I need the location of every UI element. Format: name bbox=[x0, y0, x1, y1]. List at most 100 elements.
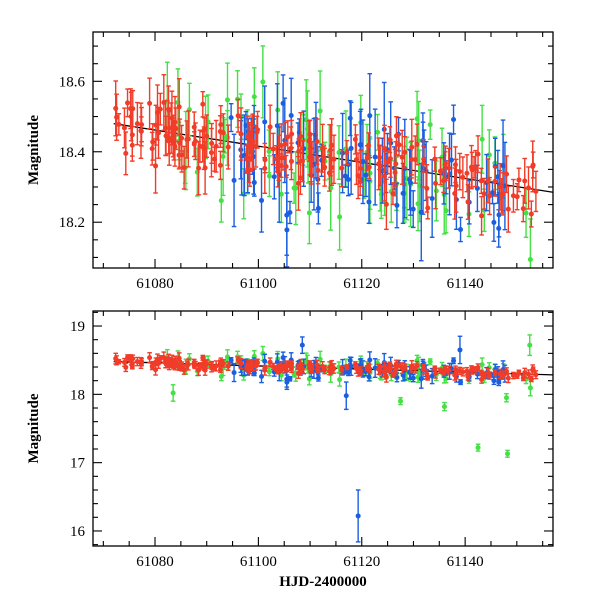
marker bbox=[266, 173, 272, 179]
marker bbox=[209, 362, 215, 368]
marker bbox=[433, 188, 439, 194]
y-tick-label: 17 bbox=[70, 456, 86, 472]
marker bbox=[196, 165, 202, 171]
marker bbox=[377, 163, 383, 169]
red-data-point bbox=[530, 140, 536, 193]
red-data-point bbox=[125, 88, 131, 118]
red-data-point bbox=[246, 367, 252, 374]
marker bbox=[366, 363, 372, 369]
marker bbox=[496, 225, 502, 231]
blue-data-point bbox=[447, 132, 453, 216]
marker bbox=[375, 129, 381, 135]
marker bbox=[339, 165, 345, 171]
marker bbox=[176, 152, 182, 158]
marker bbox=[458, 226, 464, 232]
marker bbox=[298, 361, 304, 367]
marker bbox=[478, 178, 484, 184]
marker bbox=[253, 144, 259, 150]
marker bbox=[499, 193, 505, 199]
green-data-point bbox=[427, 358, 433, 366]
red-data-point bbox=[492, 369, 498, 377]
marker bbox=[372, 154, 378, 160]
marker bbox=[181, 165, 187, 171]
blue-data-point bbox=[228, 102, 234, 133]
marker bbox=[113, 105, 119, 111]
marker bbox=[288, 158, 294, 164]
red-data-point bbox=[280, 365, 286, 372]
red-data-point bbox=[331, 134, 337, 185]
green-data-point bbox=[479, 357, 485, 372]
green-data-point bbox=[427, 109, 433, 141]
y-tick-label: 16 bbox=[70, 524, 86, 540]
marker bbox=[284, 376, 290, 382]
red-data-point bbox=[353, 134, 359, 186]
marker bbox=[288, 112, 294, 118]
x-axis-label: HJD-2400000 bbox=[279, 574, 367, 590]
marker bbox=[295, 180, 301, 186]
plot-frame bbox=[92, 310, 554, 547]
marker bbox=[238, 361, 244, 367]
marker bbox=[123, 150, 129, 156]
red-data-point bbox=[235, 356, 241, 364]
blue-data-point bbox=[284, 174, 290, 256]
red-data-point bbox=[138, 356, 144, 369]
red-data-point bbox=[156, 357, 162, 369]
marker bbox=[224, 97, 230, 103]
marker bbox=[499, 373, 505, 379]
marker bbox=[280, 155, 286, 161]
blue-outlier-data-point bbox=[299, 336, 305, 355]
marker bbox=[342, 173, 348, 179]
red-data-point bbox=[248, 124, 254, 155]
red-data-point bbox=[200, 90, 206, 118]
marker bbox=[347, 358, 353, 364]
x-tick-label: 61140 bbox=[447, 276, 484, 292]
blue-data-point bbox=[451, 357, 457, 365]
marker bbox=[530, 163, 536, 169]
red-data-point bbox=[437, 157, 443, 186]
red-data-point bbox=[245, 115, 251, 158]
marker bbox=[433, 180, 439, 186]
blue-data-point bbox=[348, 101, 354, 195]
marker bbox=[353, 157, 359, 163]
marker bbox=[125, 100, 131, 106]
marker bbox=[425, 375, 431, 381]
marker bbox=[427, 122, 433, 128]
green-data-point bbox=[375, 113, 381, 151]
green-outlier-data-point bbox=[503, 392, 509, 403]
marker bbox=[246, 367, 252, 373]
marker bbox=[224, 135, 230, 141]
blue-data-point bbox=[451, 104, 457, 135]
marker bbox=[138, 128, 144, 134]
red-data-point bbox=[276, 134, 282, 182]
marker bbox=[479, 362, 485, 368]
marker bbox=[357, 179, 363, 185]
red-data-point bbox=[526, 166, 532, 210]
red-data-point bbox=[326, 154, 332, 192]
marker bbox=[129, 132, 135, 138]
marker bbox=[381, 173, 387, 179]
marker bbox=[377, 367, 383, 373]
marker bbox=[209, 140, 215, 146]
marker bbox=[129, 361, 135, 367]
marker bbox=[348, 363, 354, 369]
red-data-point bbox=[390, 182, 396, 206]
y-axis-ticks bbox=[93, 45, 553, 258]
red-data-point bbox=[315, 367, 321, 374]
red-data-point bbox=[134, 101, 140, 146]
marker bbox=[514, 194, 520, 200]
red-data-point bbox=[295, 155, 301, 211]
marker bbox=[121, 125, 127, 131]
red-data-point bbox=[412, 135, 418, 184]
blue-data-point bbox=[449, 133, 455, 187]
red-data-point bbox=[457, 152, 463, 191]
red-data-point bbox=[309, 140, 315, 178]
blue-data-point bbox=[372, 358, 378, 379]
marker bbox=[340, 150, 346, 156]
marker bbox=[217, 367, 223, 373]
marker bbox=[485, 370, 491, 376]
marker bbox=[197, 363, 203, 369]
blue-data-point bbox=[458, 379, 464, 386]
red-data-point bbox=[481, 371, 487, 379]
red-data-point bbox=[520, 194, 526, 223]
marker bbox=[248, 362, 254, 368]
